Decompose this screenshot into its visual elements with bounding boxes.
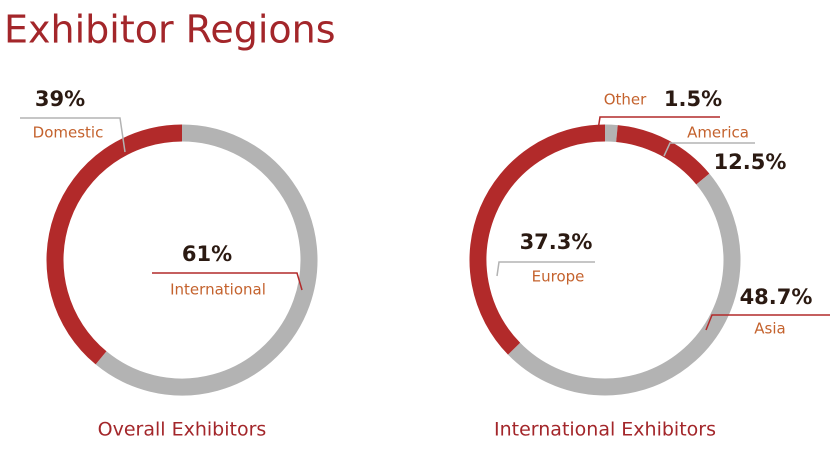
chart-title: International Exhibitors xyxy=(494,419,716,441)
value-label: 61% xyxy=(182,242,232,266)
donut-slice xyxy=(95,124,318,396)
donut-slice xyxy=(604,124,618,143)
category-label: America xyxy=(687,124,749,142)
category-label: Asia xyxy=(754,320,785,338)
category-label: Other xyxy=(604,91,647,109)
donut-slice xyxy=(615,125,710,185)
value-label: 48.7% xyxy=(740,285,813,309)
category-label: Europe xyxy=(532,268,585,286)
value-label: 39% xyxy=(35,87,85,111)
value-label: 1.5% xyxy=(664,87,722,111)
value-label: 12.5% xyxy=(714,150,787,174)
page-title: Exhibitor Regions xyxy=(4,8,336,52)
category-label: International xyxy=(170,281,266,299)
leader-line xyxy=(705,314,830,331)
donut-slice xyxy=(507,173,741,396)
leader-line xyxy=(152,272,303,291)
donut-slice xyxy=(46,124,183,365)
leader-line xyxy=(496,261,595,277)
chart-title: Overall Exhibitors xyxy=(98,419,267,441)
leader-line xyxy=(663,142,755,157)
category-label: Domestic xyxy=(33,124,104,142)
leader-line xyxy=(20,117,126,153)
leader-line xyxy=(597,116,720,131)
value-label: 37.3% xyxy=(520,230,593,254)
donut-slice xyxy=(469,124,606,355)
